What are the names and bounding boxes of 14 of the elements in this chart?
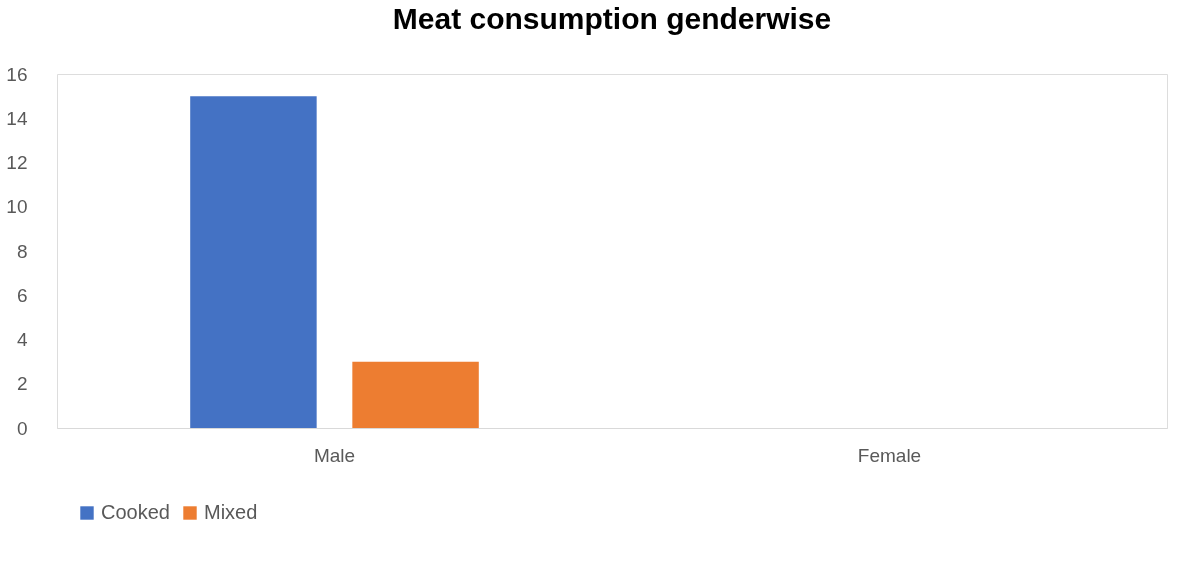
chart-title: Meat consumption genderwise [392, 2, 832, 35]
y-tick-label: 6 [16, 284, 28, 306]
y-tick-label: 2 [16, 373, 28, 395]
y-tick-label: 0 [16, 417, 28, 439]
y-tick-label: 16 [6, 63, 28, 85]
legend-label: Mixed [204, 501, 258, 523]
x-tick-label: Male [313, 444, 356, 466]
y-tick-label: 12 [6, 152, 28, 173]
y-tick-label: 14 [6, 107, 28, 129]
y-tick-label: 10 [6, 196, 28, 218]
y-tick-label: 4 [16, 329, 28, 350]
legend-label: Cooked [101, 501, 170, 523]
x-tick-label: Female [857, 444, 922, 466]
y-tick-label: 8 [16, 240, 28, 262]
